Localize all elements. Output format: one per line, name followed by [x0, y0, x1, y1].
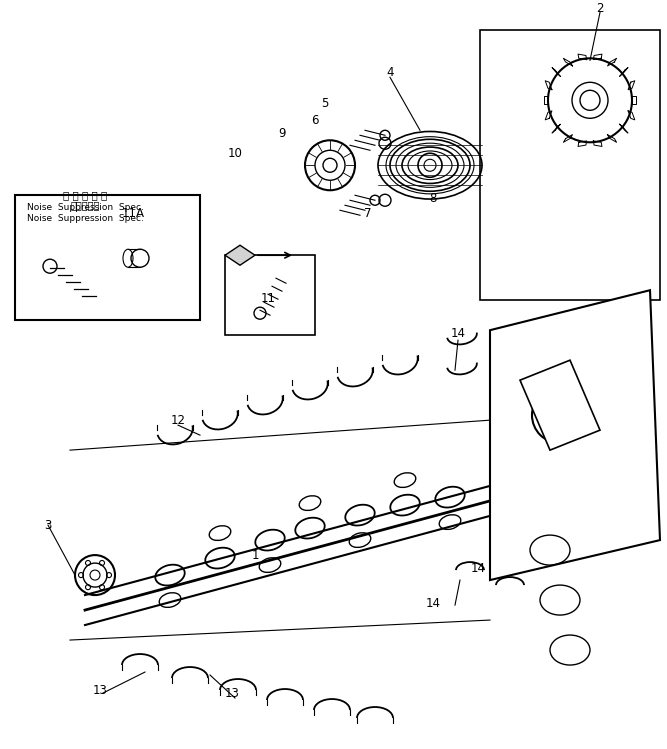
Polygon shape [520, 360, 600, 450]
Text: 7: 7 [364, 207, 372, 219]
Text: Noise  Suppression  Spec.: Noise Suppression Spec. [27, 213, 143, 222]
Text: 2: 2 [596, 1, 604, 15]
Bar [225, 255, 315, 336]
Text: 4: 4 [386, 66, 394, 79]
Polygon shape [490, 290, 660, 580]
Text: 12: 12 [171, 413, 185, 427]
Text: 11A: 11A [121, 207, 145, 219]
Text: 3: 3 [44, 518, 51, 532]
Text: 14: 14 [450, 327, 466, 340]
Text: 振 動 音 仕 様: 振 動 音 仕 様 [63, 190, 107, 200]
Polygon shape [225, 245, 255, 265]
Text: 11: 11 [261, 291, 275, 305]
Text: 13: 13 [225, 687, 239, 700]
Text: 8: 8 [430, 192, 437, 204]
Text: 13: 13 [93, 684, 107, 697]
Polygon shape [480, 30, 660, 300]
Bar [15, 195, 200, 320]
Text: 9: 9 [278, 127, 285, 140]
Text: Noise  Suppression  Spec.: Noise Suppression Spec. [27, 203, 143, 212]
Text: 14: 14 [470, 562, 486, 574]
Text: 6: 6 [311, 114, 319, 127]
Text: 振動音仕様: 振動音仕様 [70, 200, 99, 210]
Text: 1: 1 [251, 548, 259, 562]
Text: 10: 10 [227, 147, 242, 160]
Text: 14: 14 [426, 596, 440, 610]
Text: 5: 5 [321, 97, 329, 110]
